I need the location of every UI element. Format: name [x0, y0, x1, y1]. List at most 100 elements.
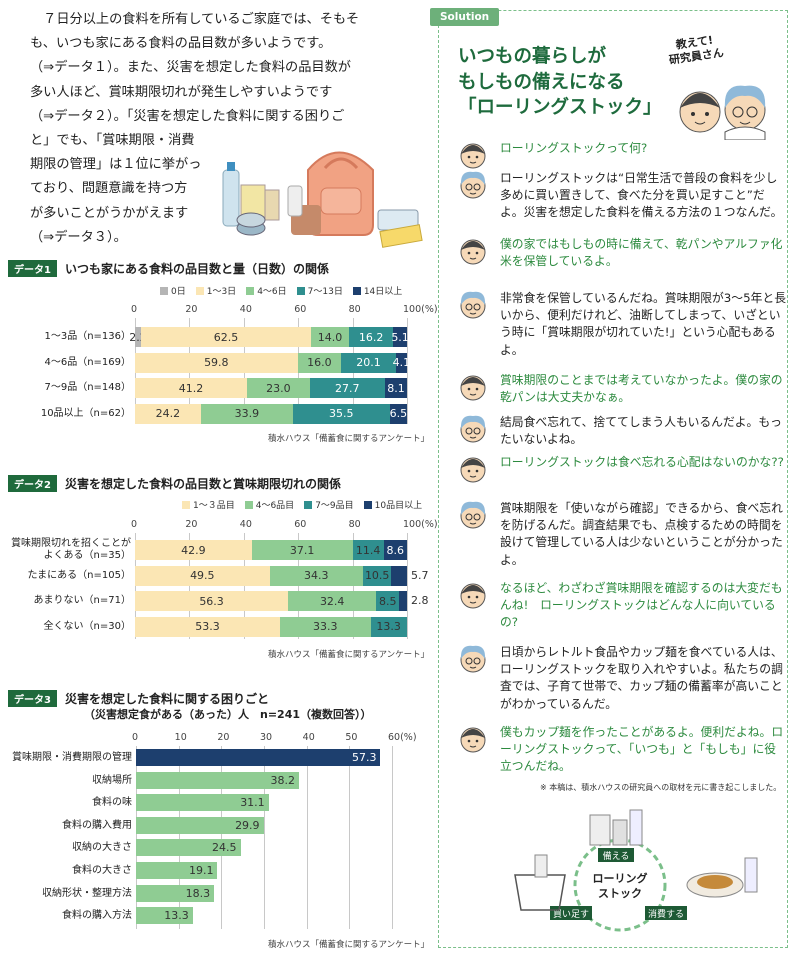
- kid-avatar-icon: [460, 143, 486, 169]
- data2-legend: 1〜３品目 4〜6品目 7〜9品目 10品目以上: [182, 498, 422, 511]
- data-label: 31.1: [240, 796, 265, 810]
- legend-label: 4〜6品目: [255, 501, 295, 511]
- kid-message-text: 僕の家ではもしもの時に備えて、乾パンやアルファ化米を保管しているよ。: [500, 237, 783, 269]
- data-label: 8.1: [387, 381, 405, 395]
- legend-swatch: [363, 501, 372, 509]
- researcher-avatar-icon: [460, 501, 486, 529]
- bar-segment: 53.3: [135, 616, 280, 637]
- chat-message: ローリングストックは“日常生活で普段の食料を少し多めに買い置きして、食べた分を買…: [458, 170, 788, 222]
- legend-item: 10品目以上: [363, 498, 422, 511]
- intro-line: ており、問題意識を持つ方: [30, 181, 188, 197]
- researcher-message-text: 結局食べ忘れて、捨ててしまう人もいるんだよ。もったいないよね。: [500, 415, 782, 447]
- tick-label: 60: [294, 304, 307, 315]
- legend-label: 4〜6日: [257, 287, 287, 297]
- bar-segment: 13.3: [370, 616, 407, 637]
- legend-item: 4〜6日: [246, 284, 287, 297]
- intro-line: も、いつも家にある食料の品目数が多いようです。: [30, 36, 332, 52]
- intro-line: 期限の管理」は１位に挙がっ: [30, 157, 202, 173]
- bar-segment: 56.3: [135, 591, 289, 611]
- row-label: あまりない（n=71）: [33, 595, 131, 606]
- gridline: [392, 746, 393, 929]
- footnote: ※ 本稿は、積水ハウスの研究員への取材を元に書き起こしました。: [540, 783, 782, 792]
- bar-segment: 59.8: [135, 352, 298, 373]
- tick-label: 60: [294, 519, 307, 530]
- bar-segment: 16.2: [349, 327, 394, 347]
- tick-label: 50: [345, 732, 358, 743]
- data-label: 24.2: [155, 407, 181, 420]
- gridline: [243, 533, 245, 639]
- data-label: 35.5: [329, 407, 354, 420]
- bar-segment: 37.1: [251, 540, 353, 560]
- row-label: 食料の味: [92, 797, 132, 809]
- legend-label: 1〜3日: [206, 287, 237, 297]
- bar-segment: 49.5: [135, 565, 270, 586]
- data-label: 10.5: [364, 569, 390, 582]
- tick-label: 40: [239, 519, 252, 530]
- data-label: 18.3: [185, 886, 211, 900]
- tick-label: 0: [132, 732, 139, 743]
- legend-swatch: [246, 287, 255, 295]
- intro-line: ７日分以上の食料を所有しているご家庭では、そもそ: [30, 12, 360, 27]
- gridline: [178, 746, 180, 929]
- bar-segment: 5.1: [391, 327, 409, 347]
- row-label: 収納形状・整理方法: [42, 887, 132, 899]
- bar-segment: 41.2: [135, 378, 248, 398]
- data2-header: データ2 災害を想定した食料の品目数と賞味期限切れの関係: [8, 475, 341, 492]
- intro-line: （⇒データ２）。「災害を想定した食料に関する困りご: [30, 108, 345, 124]
- gridline: [136, 746, 137, 929]
- data-label: 53.3: [195, 620, 220, 633]
- kid-avatar-icon: [460, 583, 486, 609]
- intro-line: と」でも、「賞味期限・消費: [30, 133, 195, 149]
- data1-source: 積水ハウス「備蓄食に関するアンケート」: [268, 434, 430, 444]
- data-label: 5.1: [391, 330, 409, 344]
- kid-avatar-icon: [460, 375, 486, 401]
- data2-tag: データ2: [8, 475, 57, 492]
- data-label: 59.8: [204, 356, 229, 369]
- data-label: 2.8: [411, 594, 429, 607]
- row-label: 7〜9品（n=148）: [44, 382, 131, 393]
- bar: 57.3: [136, 749, 381, 766]
- row-label: 全くない（n=30）: [43, 620, 131, 632]
- kid-message-text: ローリングストックって何?: [500, 141, 648, 155]
- row-label: 収納場所: [92, 774, 132, 786]
- data3-title: 災害を想定した食料に関する困りごと: [64, 692, 269, 706]
- tick-label: 20: [185, 519, 198, 530]
- legend-label: 14日以上: [363, 287, 403, 297]
- kid-message-text: なるほど、わざわざ賞味期限を確認するのは大変だもんね! ローリングストックはどん…: [500, 581, 783, 630]
- cycle-center-line2: ストック: [598, 887, 642, 900]
- bar-segment: 11.4: [352, 540, 384, 560]
- bar-segment: 32.4: [288, 591, 377, 611]
- row-label: 食料の購入費用: [62, 819, 132, 831]
- data-label: 24.5: [212, 841, 237, 855]
- data-label: 29.9: [235, 818, 260, 832]
- data3-subtitle: （災害想定食がある（あった）人 n=241（複数回答））: [84, 708, 372, 721]
- data3-tag: データ3: [8, 690, 57, 707]
- row-label: 賞味期限切れを招くことが よくある（n=35）: [11, 538, 131, 561]
- solution-tag: Solution: [430, 8, 500, 26]
- kid-message-text: 賞味期限のことまでは考えていなかったよ。僕の家の乾パンは大丈夫かなぁ。: [500, 373, 783, 405]
- row-label: 食料の購入方法: [62, 910, 132, 922]
- cycle-step-consume: 消費する: [648, 908, 684, 920]
- tick-label: 30: [260, 732, 273, 743]
- tick-label: 60(%): [388, 732, 417, 743]
- data-label: 62.5: [213, 330, 239, 344]
- tick-label: 80: [348, 519, 361, 530]
- data-label: 8.5: [379, 594, 397, 608]
- tick-label: 0: [131, 304, 138, 315]
- bar-segment: 23.0: [247, 378, 310, 398]
- chat-message: 賞味期限のことまでは考えていなかったよ。僕の家の乾パンは大丈夫かなぁ。: [458, 372, 788, 406]
- legend-swatch: [160, 287, 168, 295]
- kid-and-researcher-avatars: [679, 85, 766, 140]
- data-label: 56.3: [199, 594, 224, 608]
- tick-label: 20: [217, 732, 230, 743]
- researcher-avatar-icon: [460, 415, 486, 443]
- chat-message: 非常食を保管しているんだね。賞味期限が3〜5年と長いから、便利だけれど、油断して…: [458, 290, 788, 359]
- cycle-step-restock: 買い足す: [553, 909, 589, 920]
- researcher-message-text: 非常食を保管しているんだね。賞味期限が3〜5年と長いから、便利だけれど、油断して…: [500, 291, 786, 357]
- row-label: 食料の大きさ: [72, 865, 132, 876]
- bar-segment: 62.5: [140, 327, 311, 347]
- legend-swatch: [352, 287, 361, 295]
- gridline: [349, 746, 351, 929]
- bar-segment: 33.3: [279, 616, 371, 637]
- tick-label: 80: [348, 304, 361, 315]
